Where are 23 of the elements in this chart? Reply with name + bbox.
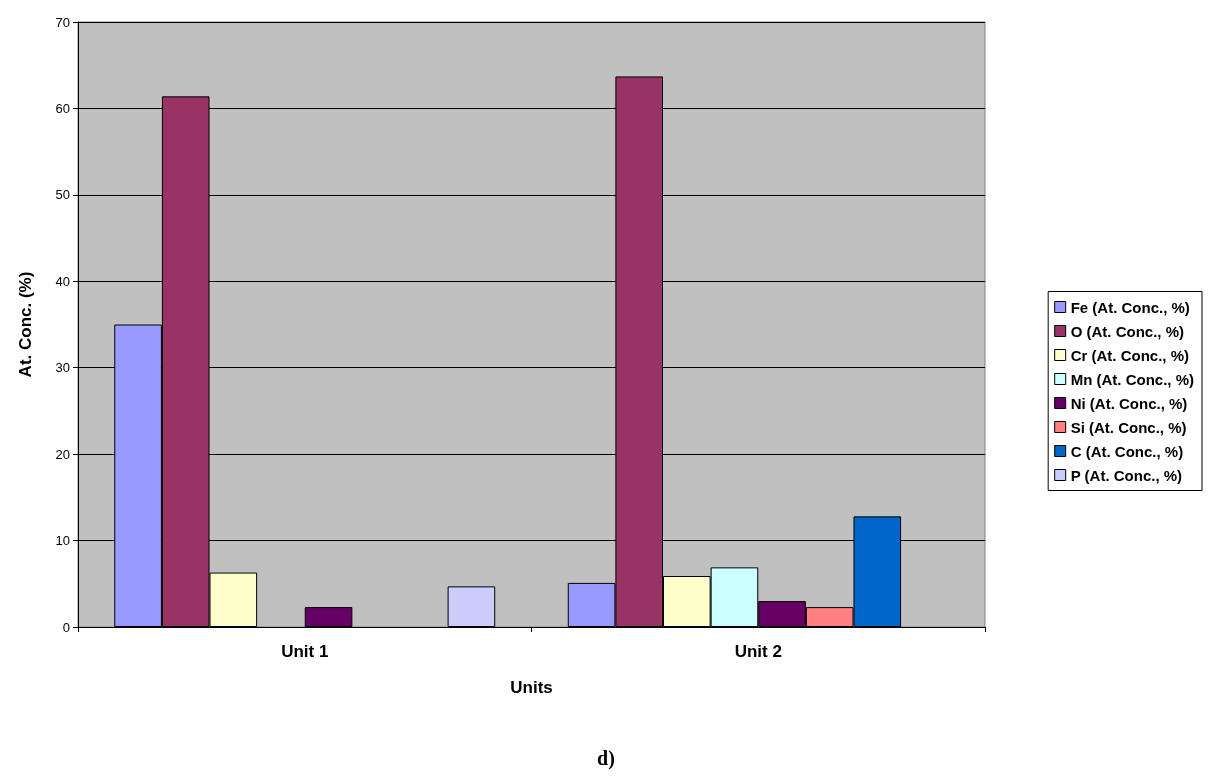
- y-tick-label: 40: [55, 273, 70, 289]
- y-tick-label: 0: [62, 619, 70, 635]
- legend-label: Ni (At. Conc., %): [1070, 394, 1188, 412]
- bar: [447, 586, 496, 627]
- bar: [304, 607, 353, 627]
- legend-label: Mn (At. Conc., %): [1070, 370, 1195, 388]
- y-tick-label: 30: [55, 360, 70, 376]
- x-tick-label: Unit 2: [734, 642, 782, 661]
- legend-label: Si (At. Conc., %): [1070, 418, 1187, 436]
- legend-label: Fe (At. Conc., %): [1070, 298, 1190, 316]
- y-axis-title: At. Conc. (%): [16, 271, 35, 378]
- legend-label: Cr (At. Conc., %): [1070, 346, 1190, 364]
- x-tick-label: Unit 1: [281, 642, 329, 661]
- x-axis-title: Units: [510, 678, 553, 697]
- text: d): [597, 747, 615, 770]
- legend-label: C (At. Conc., %): [1070, 442, 1184, 460]
- y-tick-label: 60: [55, 100, 70, 116]
- y-tick-label: 70: [55, 14, 70, 30]
- y-tick-label: 10: [55, 533, 70, 549]
- y-tick-label: 50: [55, 187, 70, 203]
- legend-label: P (At. Conc., %): [1070, 466, 1183, 484]
- y-tick-label: 20: [55, 446, 70, 462]
- legend-label: O (At. Conc., %): [1070, 322, 1185, 340]
